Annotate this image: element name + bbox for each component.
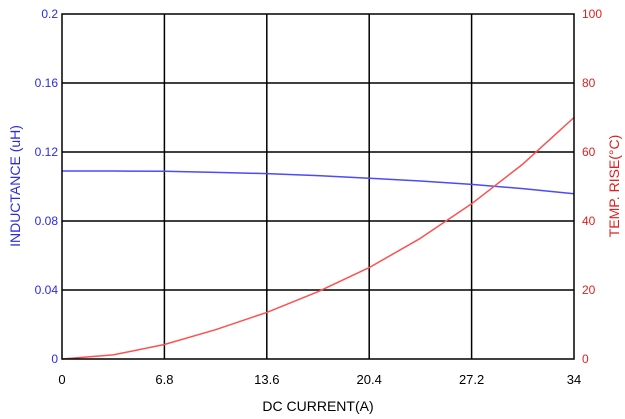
right-axis-label: TEMP. RISE(°C) bbox=[606, 135, 622, 238]
x-tick-label: 13.6 bbox=[254, 372, 279, 387]
grid bbox=[62, 14, 574, 359]
left-y-tick-label: 0.12 bbox=[35, 145, 59, 159]
inductance-line bbox=[62, 170, 575, 195]
left-y-tick-label: 0 bbox=[51, 352, 58, 366]
x-tick-label: 0 bbox=[58, 372, 65, 387]
left-y-tick-label: 0.2 bbox=[41, 7, 58, 21]
right-y-tick-label: 60 bbox=[582, 145, 596, 159]
right-y-tick-label: 80 bbox=[582, 76, 596, 90]
left-y-tick-label: 0.04 bbox=[35, 283, 59, 297]
x-tick-label: 6.8 bbox=[155, 372, 173, 387]
right-y-tick-label: 40 bbox=[582, 214, 596, 228]
left-axis-label: INDUCTANCE (uH) bbox=[7, 125, 23, 247]
temp-rise-line bbox=[61, 116, 575, 360]
x-tick-label: 34 bbox=[567, 372, 581, 387]
series-layer bbox=[61, 116, 575, 360]
left-y-tick-label: 0.16 bbox=[35, 76, 59, 90]
ticks-layer: 0 6.8 13.6 20.4 27.2 3400.040.080.120.160.202… bbox=[35, 7, 603, 387]
left-y-tick-label: 0.08 bbox=[35, 214, 59, 228]
x-axis-label: DC CURRENT(A) bbox=[262, 398, 373, 414]
right-y-tick-label: 20 bbox=[582, 283, 596, 297]
x-tick-label: 27.2 bbox=[459, 372, 484, 387]
plot-border bbox=[61, 13, 575, 360]
right-y-tick-label: 0 bbox=[582, 352, 589, 366]
x-tick-label: 20.4 bbox=[357, 372, 382, 387]
right-y-tick-label: 100 bbox=[582, 7, 602, 21]
